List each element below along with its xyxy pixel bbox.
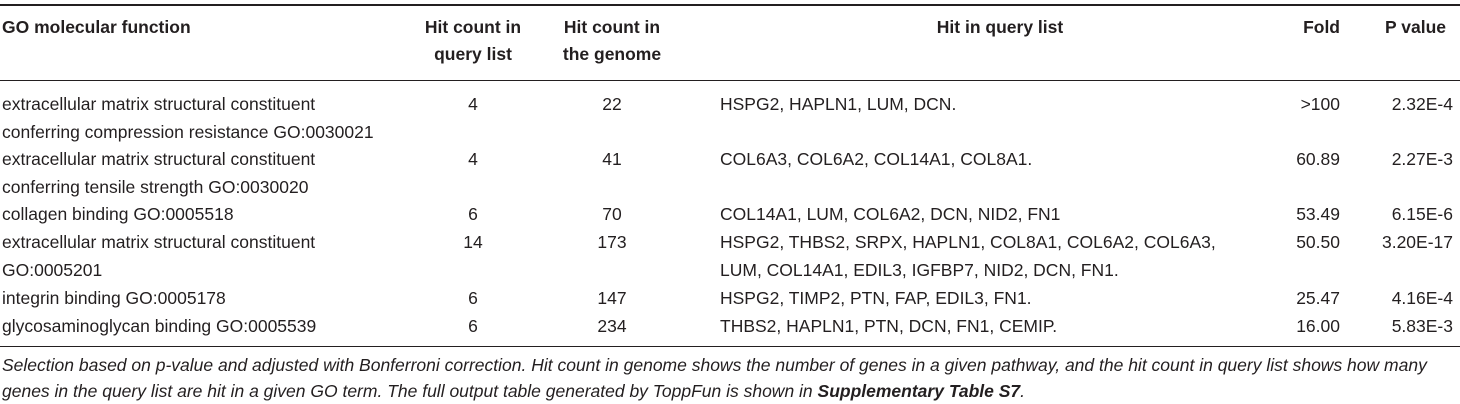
fold-cell: 50.50: [1296, 232, 1340, 252]
function-cell: collagen binding GO:0005518: [2, 200, 422, 228]
function-text-line2: conferring tensile strength GO:0030020: [2, 177, 309, 197]
supplementary-table-reference: Supplementary Table S7: [817, 381, 1021, 401]
hits-cell: HSPG2, THBS2, SRPX, HAPLN1, COL8A1, COL6…: [720, 228, 1280, 284]
hits-text-line1: HSPG2, HAPLN1, LUM, DCN.: [720, 94, 957, 114]
genome-count-cell: 22: [602, 94, 622, 114]
fold-cell: 53.49: [1296, 204, 1340, 224]
hits-text-line1: COL6A3, COL6A2, COL14A1, COL8A1.: [720, 149, 1033, 169]
pvalue-cell: 4.16E-4: [1391, 288, 1453, 308]
hits-text-line2: LUM, COL14A1, EDIL3, IGFBP7, NID2, DCN, …: [720, 260, 1119, 280]
function-text-line2: conferring compression resistance GO:003…: [2, 122, 374, 142]
function-cell: extracellular matrix structural constitu…: [2, 90, 422, 146]
genome-count-cell: 234: [597, 316, 627, 336]
header-hits: Hit in query list: [936, 17, 1064, 37]
header-query-count-line1: Hit count in: [424, 17, 522, 37]
table-footnote: Selection based on p-value and adjusted …: [2, 352, 1458, 404]
query-count-cell: 6: [468, 204, 478, 224]
function-text-line1: glycosaminoglycan binding GO:0005539: [2, 316, 317, 336]
pvalue-cell: 2.32E-4: [1391, 94, 1453, 114]
hits-cell: HSPG2, HAPLN1, LUM, DCN.: [720, 90, 1280, 118]
header-fold: Fold: [1303, 17, 1340, 37]
hits-text-line1: HSPG2, TIMP2, PTN, FAP, EDIL3, FN1.: [720, 288, 1032, 308]
query-count-cell: 4: [468, 149, 478, 169]
function-text-line1: integrin binding GO:0005178: [2, 288, 226, 308]
hits-text-line1: HSPG2, THBS2, SRPX, HAPLN1, COL8A1, COL6…: [720, 232, 1216, 252]
header-genome-count-line2: the genome: [562, 44, 662, 64]
header-query-count: Hit count in query list: [418, 14, 528, 68]
header-genome-count-line1: Hit count in: [563, 17, 661, 37]
hits-cell: THBS2, HAPLN1, PTN, DCN, FN1, CEMIP.: [720, 312, 1280, 340]
pvalue-cell: 2.27E-3: [1391, 149, 1453, 169]
query-count-cell: 14: [463, 232, 483, 252]
function-cell: integrin binding GO:0005178: [2, 284, 422, 312]
hits-text-line1: THBS2, HAPLN1, PTN, DCN, FN1, CEMIP.: [720, 316, 1058, 336]
hits-cell: COL6A3, COL6A2, COL14A1, COL8A1.: [720, 145, 1280, 173]
function-cell: extracellular matrix structural constitu…: [2, 145, 422, 201]
table-bottom-rule: [0, 346, 1460, 347]
footnote-end: .: [1020, 381, 1026, 401]
fold-cell: 60.89: [1296, 149, 1340, 169]
fold-cell: >100: [1300, 94, 1340, 114]
function-text-line1: extracellular matrix structural constitu…: [2, 232, 316, 252]
header-function: GO molecular function: [2, 17, 191, 37]
function-text-line1: collagen binding GO:0005518: [2, 204, 234, 224]
pvalue-cell: 6.15E-6: [1391, 204, 1453, 224]
fold-cell: 16.00: [1296, 316, 1340, 336]
footnote-text: Selection based on p-value and adjusted …: [2, 355, 1427, 401]
function-text-line1: extracellular matrix structural constitu…: [2, 149, 316, 169]
hits-cell: COL14A1, LUM, COL6A2, DCN, NID2, FN1: [720, 200, 1280, 228]
fold-cell: 25.47: [1296, 288, 1340, 308]
query-count-cell: 4: [468, 94, 478, 114]
header-genome-count: Hit count in the genome: [552, 14, 672, 68]
header-pvalue: P value: [1385, 17, 1446, 37]
genome-count-cell: 70: [602, 204, 622, 224]
genome-count-cell: 173: [597, 232, 627, 252]
query-count-cell: 6: [468, 316, 478, 336]
function-cell: extracellular matrix structural constitu…: [2, 228, 422, 284]
function-text-line2: GO:0005201: [2, 260, 103, 280]
query-count-cell: 6: [468, 288, 478, 308]
header-query-count-line2: query list: [434, 44, 512, 64]
pvalue-cell: 3.20E-17: [1381, 232, 1453, 252]
table-top-rule: [0, 4, 1460, 6]
hits-text-line1: COL14A1, LUM, COL6A2, DCN, NID2, FN1: [720, 204, 1061, 224]
function-text-line1: extracellular matrix structural constitu…: [2, 94, 316, 114]
function-cell: glycosaminoglycan binding GO:0005539: [2, 312, 422, 340]
table-header-rule: [0, 80, 1460, 81]
genome-count-cell: 41: [602, 149, 622, 169]
pvalue-cell: 5.83E-3: [1391, 316, 1453, 336]
hits-cell: HSPG2, TIMP2, PTN, FAP, EDIL3, FN1.: [720, 284, 1280, 312]
genome-count-cell: 147: [597, 288, 627, 308]
